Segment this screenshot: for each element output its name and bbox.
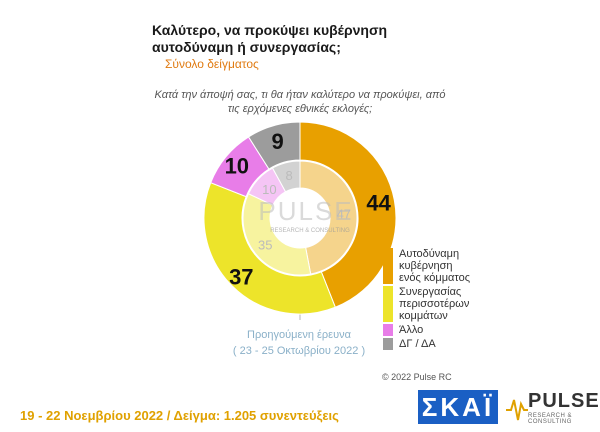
- pulse-watermark: PULSE: [258, 196, 353, 226]
- chart-legend: Αυτοδύναμη κυβέρνηση ενός κόμματος Συνεργ…: [383, 248, 533, 352]
- legend-swatch: [383, 338, 393, 350]
- legend-item: Συνεργασίας περισσοτέρων κομμάτων: [383, 286, 533, 322]
- legend-label: ΔΓ / ΔΑ: [399, 338, 436, 350]
- previous-slice-0: [299, 160, 358, 275]
- skai-logo: ΣΚΑΪ: [418, 390, 498, 424]
- current-value-label-2: 10: [225, 153, 249, 178]
- legend-swatch: [383, 324, 393, 336]
- previous-slice-1: [242, 193, 312, 276]
- previous-value-label-1: 35: [258, 238, 272, 253]
- current-value-label-3: 9: [272, 129, 284, 154]
- current-value-label-0: 44: [366, 191, 391, 216]
- legend-label: Συνεργασίας περισσοτέρων κομμάτων: [399, 286, 470, 322]
- survey-question: Κατά την άποψή σας, τι θα ήταν καλύτερο …: [154, 89, 446, 115]
- previous-survey-label: Προηγούμενη έρευνα ( 23 - 25 Οκτωβρίου 2…: [224, 327, 374, 359]
- current-slice-3: [247, 121, 301, 170]
- legend-label: Αυτοδύναμη κυβέρνηση ενός κόμματος: [399, 248, 471, 284]
- footer-sample-info: 19 - 22 Νοεμβρίου 2022 / Δείγμα: 1.205 σ…: [20, 408, 339, 423]
- pulse-logo-text: PULSE: [528, 390, 600, 412]
- current-value-label-1: 37: [229, 264, 253, 289]
- chart-subtitle: Σύνολο δείγματος: [165, 57, 259, 71]
- pulse-wave-icon: [506, 399, 528, 421]
- legend-item: ΔΓ / ΔΑ: [383, 338, 533, 350]
- previous-value-label-3: 8: [285, 168, 292, 183]
- previous-survey-dates: ( 23 - 25 Οκτωβρίου 2022 ): [232, 345, 366, 357]
- copyright: © 2022 Pulse RC: [382, 372, 452, 382]
- previous-slice-3: [271, 160, 301, 193]
- current-slice-0: [299, 121, 397, 308]
- previous-value-label-0: 47: [337, 206, 351, 221]
- legend-item: Άλλο: [383, 324, 533, 336]
- previous-survey-title: Προηγούμενη έρευνα: [247, 329, 351, 341]
- pulse-logo-subtext: RESEARCH & CONSULTING: [528, 413, 573, 425]
- pulse-watermark-sub: RESEARCH & CONSULTING: [270, 228, 350, 234]
- legend-swatch: [383, 248, 393, 284]
- legend-item: Αυτοδύναμη κυβέρνηση ενός κόμματος: [383, 248, 533, 284]
- legend-swatch: [383, 286, 393, 322]
- previous-value-label-2: 10: [262, 182, 276, 197]
- chart-title: Καλύτερο, να προκύψει κυβέρνηση αυτοδύνα…: [152, 22, 388, 55]
- current-slice-1: [203, 182, 336, 315]
- legend-label: Άλλο: [399, 324, 424, 336]
- pulse-logo: PULSE RESEARCH & CONSULTING: [506, 390, 599, 426]
